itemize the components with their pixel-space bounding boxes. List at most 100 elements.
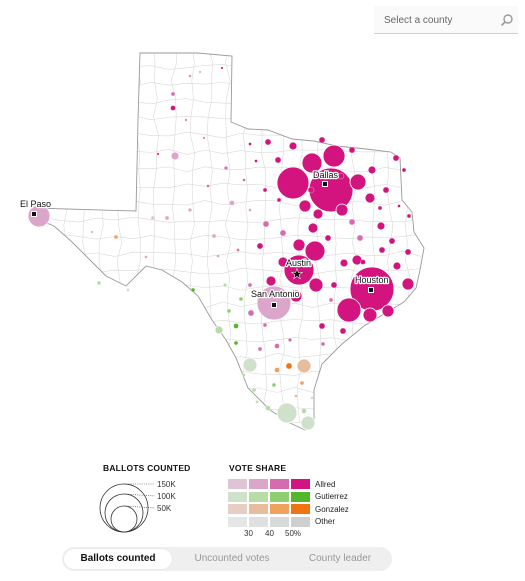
- county-bubble[interactable]: [264, 138, 272, 146]
- county-bubble[interactable]: [360, 259, 366, 265]
- county-bubble[interactable]: [170, 105, 176, 111]
- county-bubble[interactable]: [156, 152, 160, 156]
- county-bubble[interactable]: [188, 74, 192, 78]
- county-bubble[interactable]: [348, 146, 356, 154]
- county-bubble[interactable]: [298, 199, 312, 213]
- county-bubble[interactable]: [276, 402, 298, 424]
- county-bubble[interactable]: [248, 208, 252, 212]
- county-bubble[interactable]: [301, 152, 323, 174]
- county-bubble[interactable]: [224, 166, 228, 170]
- county-bubble[interactable]: [233, 340, 239, 346]
- county-bubble[interactable]: [296, 358, 312, 374]
- county-bubble[interactable]: [320, 341, 326, 347]
- county-bubble[interactable]: [251, 387, 257, 393]
- county-bubble[interactable]: [257, 346, 263, 352]
- county-bubble[interactable]: [184, 118, 188, 122]
- county-bubble[interactable]: [337, 172, 345, 180]
- county-bubble[interactable]: [307, 186, 315, 194]
- county-bubble[interactable]: [330, 281, 338, 289]
- county-bubble[interactable]: [255, 400, 259, 404]
- county-bubble[interactable]: [188, 208, 192, 212]
- county-bubble[interactable]: [336, 297, 362, 323]
- county-bubble[interactable]: [274, 343, 280, 349]
- county-bubble[interactable]: [292, 238, 306, 252]
- county-bubble[interactable]: [318, 136, 326, 144]
- county-bubble[interactable]: [236, 248, 240, 252]
- county-bubble[interactable]: [150, 215, 156, 221]
- county-bubble[interactable]: [276, 166, 310, 200]
- county-bubble[interactable]: [256, 242, 264, 250]
- county-bubble[interactable]: [322, 144, 346, 168]
- county-bubble[interactable]: [220, 66, 224, 70]
- county-bubble[interactable]: [285, 362, 293, 370]
- county-bubble[interactable]: [392, 261, 402, 271]
- county-bubble[interactable]: [96, 280, 102, 286]
- county-bubble[interactable]: [308, 277, 324, 293]
- county-bubble[interactable]: [367, 165, 377, 175]
- county-bubble[interactable]: [397, 204, 401, 208]
- county-bubble[interactable]: [229, 200, 235, 206]
- county-bubble[interactable]: [274, 156, 282, 164]
- toggle-county-leader[interactable]: County leader: [308, 553, 372, 564]
- county-bubble[interactable]: [401, 167, 407, 173]
- county-bubble[interactable]: [27, 204, 51, 228]
- county-bubble[interactable]: [279, 229, 287, 237]
- county-bubble[interactable]: [276, 197, 282, 203]
- county-bubble[interactable]: [356, 234, 364, 242]
- county-bubble[interactable]: [126, 288, 130, 292]
- county-bubble[interactable]: [348, 218, 356, 226]
- county-search[interactable]: [374, 6, 518, 34]
- county-bubble[interactable]: [265, 275, 277, 287]
- toggle-uncounted-votes[interactable]: Uncounted votes: [194, 553, 270, 564]
- county-bubble[interactable]: [277, 256, 289, 268]
- county-bubble[interactable]: [271, 382, 277, 388]
- county-bubble[interactable]: [312, 208, 324, 220]
- county-bubble[interactable]: [299, 380, 305, 386]
- county-bubble[interactable]: [190, 287, 196, 293]
- county-bubble[interactable]: [247, 309, 255, 317]
- county-bubble[interactable]: [392, 154, 400, 162]
- county-bubble[interactable]: [238, 296, 244, 302]
- county-bubble[interactable]: [223, 283, 227, 287]
- county-bubble[interactable]: [265, 405, 271, 411]
- county-bubble[interactable]: [262, 220, 270, 228]
- county-bubble[interactable]: [288, 338, 292, 342]
- county-bubble[interactable]: [164, 215, 170, 221]
- county-bubble[interactable]: [339, 258, 349, 268]
- county-bubble[interactable]: [242, 373, 246, 377]
- county-bubble[interactable]: [382, 186, 390, 194]
- county-bubble[interactable]: [339, 327, 347, 335]
- county-bubble[interactable]: [170, 151, 180, 161]
- county-bubble[interactable]: [335, 203, 349, 217]
- county-bubble[interactable]: [288, 141, 298, 151]
- county-bubble[interactable]: [364, 192, 376, 204]
- county-bubble[interactable]: [254, 159, 258, 163]
- county-bubble[interactable]: [274, 367, 280, 373]
- county-bubble[interactable]: [90, 230, 94, 234]
- county-bubble[interactable]: [211, 233, 217, 239]
- county-bubble[interactable]: [304, 240, 326, 262]
- county-bubble[interactable]: [307, 222, 319, 234]
- county-bubble[interactable]: [198, 70, 202, 74]
- county-bubble[interactable]: [248, 142, 252, 146]
- county-bubble[interactable]: [170, 91, 176, 97]
- toggle-ballots-counted[interactable]: Ballots counted: [64, 549, 172, 569]
- county-bubble[interactable]: [214, 325, 224, 335]
- county-bubble[interactable]: [233, 323, 239, 329]
- county-bubble[interactable]: [202, 136, 206, 140]
- county-bubble[interactable]: [349, 173, 367, 191]
- county-bubble[interactable]: [206, 184, 210, 188]
- county-bubble[interactable]: [301, 408, 307, 414]
- county-bubble[interactable]: [362, 307, 378, 323]
- county-bubble[interactable]: [262, 322, 268, 328]
- county-search-input[interactable]: [382, 11, 498, 30]
- texas-county-map[interactable]: El Paso Dallas ★Austin San Antonio Houston: [0, 40, 525, 440]
- county-bubble[interactable]: [318, 322, 326, 330]
- county-bubble[interactable]: [328, 297, 334, 303]
- county-bubble[interactable]: [404, 248, 412, 256]
- view-toggle[interactable]: Ballots counted Uncounted votes County l…: [62, 547, 392, 571]
- county-bubble[interactable]: [242, 178, 246, 182]
- county-bubble[interactable]: [226, 308, 232, 314]
- county-bubble[interactable]: [377, 205, 383, 211]
- county-bubble[interactable]: [310, 396, 314, 400]
